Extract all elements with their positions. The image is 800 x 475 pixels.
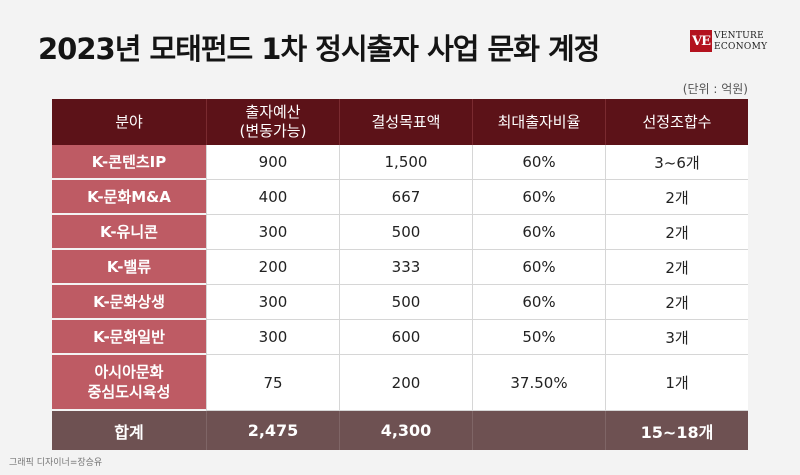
row-budget: 300 [206,320,339,355]
row-budget: 300 [206,285,339,320]
table-row: K-밸류 200 333 60% 2개 [52,250,748,285]
header-max-ratio: 최대출자비율 [472,99,605,145]
total-ratio [472,411,605,450]
table-row: K-유니콘 300 500 60% 2개 [52,215,748,250]
row-budget: 200 [206,250,339,285]
logo-text-venture: VENTURE [714,31,764,41]
total-count: 15~18개 [605,411,748,450]
row-target: 600 [339,320,472,355]
header-selected-count: 선정조합수 [605,99,748,145]
header-target: 결성목표액 [339,99,472,145]
logo-mark: VE [690,30,712,52]
row-target: 1,500 [339,145,472,180]
fund-table: 분야 출자예산 (변동가능) 결성목표액 최대출자비율 선정조합수 K-콘텐츠I… [52,99,748,450]
row-count: 3개 [605,320,748,355]
row-ratio: 60% [472,145,605,180]
row-category: 아시아문화 중심도시육성 [52,355,206,411]
table-row: K-콘텐츠IP 900 1,500 60% 3~6개 [52,145,748,180]
row-ratio: 50% [472,320,605,355]
total-budget: 2,475 [206,411,339,450]
row-ratio: 60% [472,180,605,215]
row-budget: 300 [206,215,339,250]
graphic-credit: 그래픽 디자이너=장승유 [9,458,103,468]
header-field: 분야 [52,99,206,145]
row-count: 2개 [605,285,748,320]
table-header-row: 분야 출자예산 (변동가능) 결성목표액 최대출자비율 선정조합수 [52,99,748,145]
row-target: 500 [339,285,472,320]
row-category: K-문화M&A [52,180,206,215]
table-row: K-문화M&A 400 667 60% 2개 [52,180,748,215]
venture-economy-logo: VE VENTURE ECONOMY [690,30,770,70]
row-count: 3~6개 [605,145,748,180]
total-target: 4,300 [339,411,472,450]
header-budget: 출자예산 (변동가능) [206,99,339,145]
row-count: 1개 [605,355,748,411]
total-label: 합계 [52,411,206,450]
total-row: 합계 2,475 4,300 15~18개 [52,411,748,450]
row-category: K-밸류 [52,250,206,285]
row-ratio: 60% [472,285,605,320]
row-count: 2개 [605,180,748,215]
row-count: 2개 [605,250,748,285]
logo-text-economy: ECONOMY [714,42,768,52]
row-ratio: 37.50% [472,355,605,411]
unit-label: (단위 : 억원) [682,82,748,96]
row-ratio: 60% [472,250,605,285]
table-row: K-문화일반 300 600 50% 3개 [52,320,748,355]
table-row: 아시아문화 중심도시육성 75 200 37.50% 1개 [52,355,748,411]
row-category-text: 아시아문화 중심도시육성 [87,363,171,401]
row-category: K-문화상생 [52,285,206,320]
row-budget: 400 [206,180,339,215]
row-budget: 75 [206,355,339,411]
row-target: 200 [339,355,472,411]
header-budget-text: 출자예산 (변동가능) [239,103,307,140]
row-category: K-문화일반 [52,320,206,355]
row-target: 667 [339,180,472,215]
row-count: 2개 [605,215,748,250]
row-target: 500 [339,215,472,250]
row-budget: 900 [206,145,339,180]
table-row: K-문화상생 300 500 60% 2개 [52,285,748,320]
row-target: 333 [339,250,472,285]
row-category: K-콘텐츠IP [52,145,206,180]
row-ratio: 60% [472,215,605,250]
page-title: 2023년 모태펀드 1차 정시출자 사업 문화 계정 [38,32,600,66]
row-category: K-유니콘 [52,215,206,250]
